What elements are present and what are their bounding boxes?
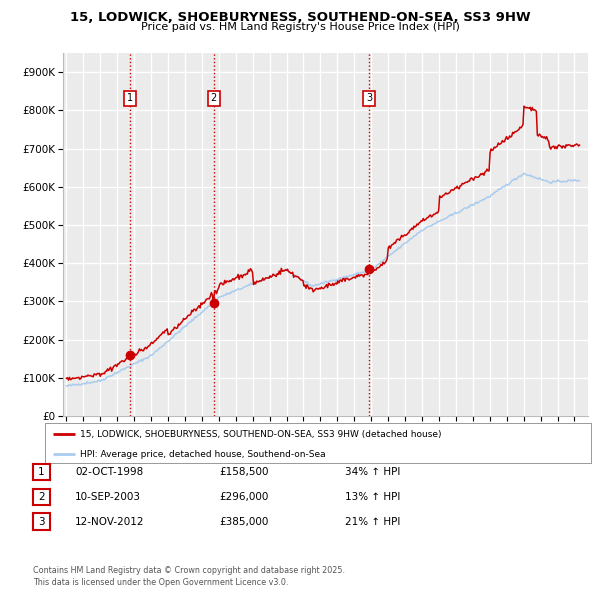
- Text: £296,000: £296,000: [219, 492, 268, 502]
- Text: 15, LODWICK, SHOEBURYNESS, SOUTHEND-ON-SEA, SS3 9HW (detached house): 15, LODWICK, SHOEBURYNESS, SOUTHEND-ON-S…: [80, 430, 442, 439]
- Text: 34% ↑ HPI: 34% ↑ HPI: [345, 467, 400, 477]
- Text: 1: 1: [127, 93, 133, 103]
- Text: 1: 1: [38, 467, 45, 477]
- Text: 2: 2: [38, 492, 45, 502]
- Text: 3: 3: [38, 517, 45, 526]
- Text: 15, LODWICK, SHOEBURYNESS, SOUTHEND-ON-SEA, SS3 9HW: 15, LODWICK, SHOEBURYNESS, SOUTHEND-ON-S…: [70, 11, 530, 24]
- Text: 3: 3: [366, 93, 372, 103]
- Text: 13% ↑ HPI: 13% ↑ HPI: [345, 492, 400, 502]
- Text: HPI: Average price, detached house, Southend-on-Sea: HPI: Average price, detached house, Sout…: [80, 450, 326, 459]
- Text: Contains HM Land Registry data © Crown copyright and database right 2025.
This d: Contains HM Land Registry data © Crown c…: [33, 566, 345, 587]
- Text: Price paid vs. HM Land Registry's House Price Index (HPI): Price paid vs. HM Land Registry's House …: [140, 22, 460, 32]
- Text: 2: 2: [211, 93, 217, 103]
- Text: £385,000: £385,000: [219, 517, 268, 526]
- Text: 12-NOV-2012: 12-NOV-2012: [75, 517, 145, 526]
- Text: 21% ↑ HPI: 21% ↑ HPI: [345, 517, 400, 526]
- Text: £158,500: £158,500: [219, 467, 269, 477]
- Text: 02-OCT-1998: 02-OCT-1998: [75, 467, 143, 477]
- Text: 10-SEP-2003: 10-SEP-2003: [75, 492, 141, 502]
